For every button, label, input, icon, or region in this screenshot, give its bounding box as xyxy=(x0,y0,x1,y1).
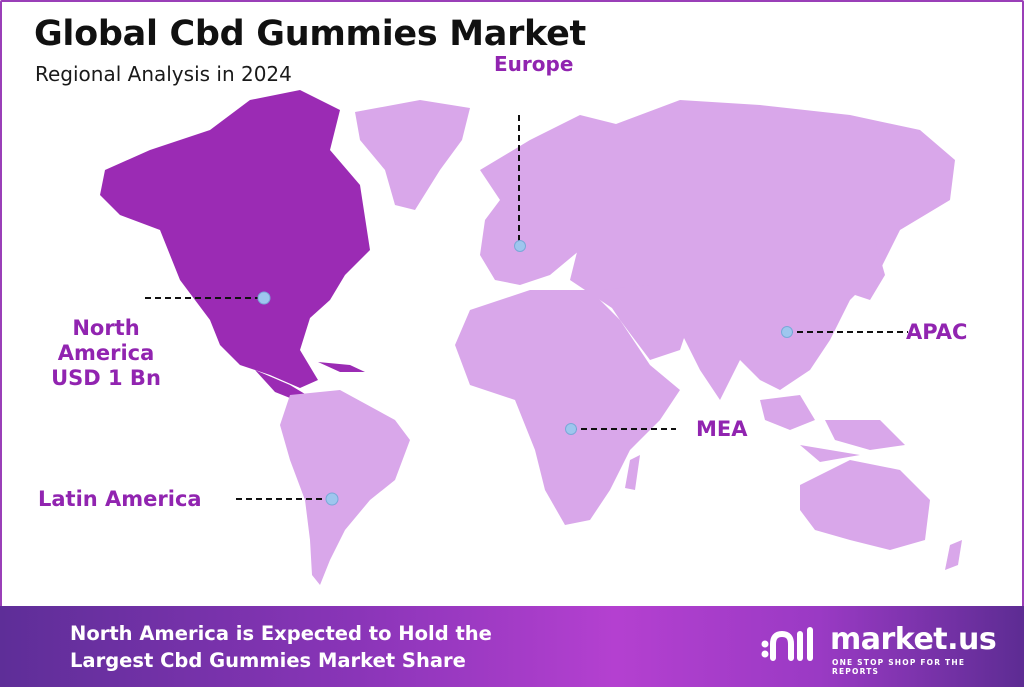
greenland-shape xyxy=(355,100,470,210)
africa-shape xyxy=(455,290,680,525)
market-us-logo: market.us ONE STOP SHOP FOR THE REPORTS xyxy=(760,622,1010,676)
north-america-label-line1: North xyxy=(72,316,140,340)
logo-wordmark: market.us xyxy=(830,622,997,657)
logo-tagline: ONE STOP SHOP FOR THE REPORTS xyxy=(832,658,966,676)
europe-marker xyxy=(514,240,526,252)
mea-label: MEA xyxy=(696,417,748,441)
page-title: Global Cbd Gummies Market xyxy=(34,14,586,54)
north-america-shape xyxy=(100,90,370,388)
north-america-marker xyxy=(257,291,271,305)
footer-line2: Largest Cbd Gummies Market Share xyxy=(70,649,466,672)
latin-america-label: Latin America xyxy=(38,487,202,511)
footer-banner: North America is Expected to Hold the La… xyxy=(0,606,1024,687)
footer-message: North America is Expected to Hold the La… xyxy=(70,620,492,674)
south-america-shape xyxy=(280,390,410,585)
north-america-value: USD 1 Bn xyxy=(51,366,161,391)
europe-label: Europe xyxy=(494,52,574,76)
page-subtitle: Regional Analysis in 2024 xyxy=(35,62,292,86)
asia-shape xyxy=(570,100,955,400)
market-us-logo-icon xyxy=(761,627,813,661)
apac-marker xyxy=(781,326,793,338)
europe-shape xyxy=(480,115,620,285)
north-america-label: North America USD 1 Bn xyxy=(46,316,166,392)
world-map xyxy=(100,90,962,585)
footer-line1: North America is Expected to Hold the xyxy=(70,622,492,645)
latin-america-marker xyxy=(325,492,339,506)
australia-shape xyxy=(800,460,930,550)
mea-marker xyxy=(565,423,577,435)
north-america-label-line2: America xyxy=(57,341,155,366)
apac-label: APAC xyxy=(906,320,968,344)
